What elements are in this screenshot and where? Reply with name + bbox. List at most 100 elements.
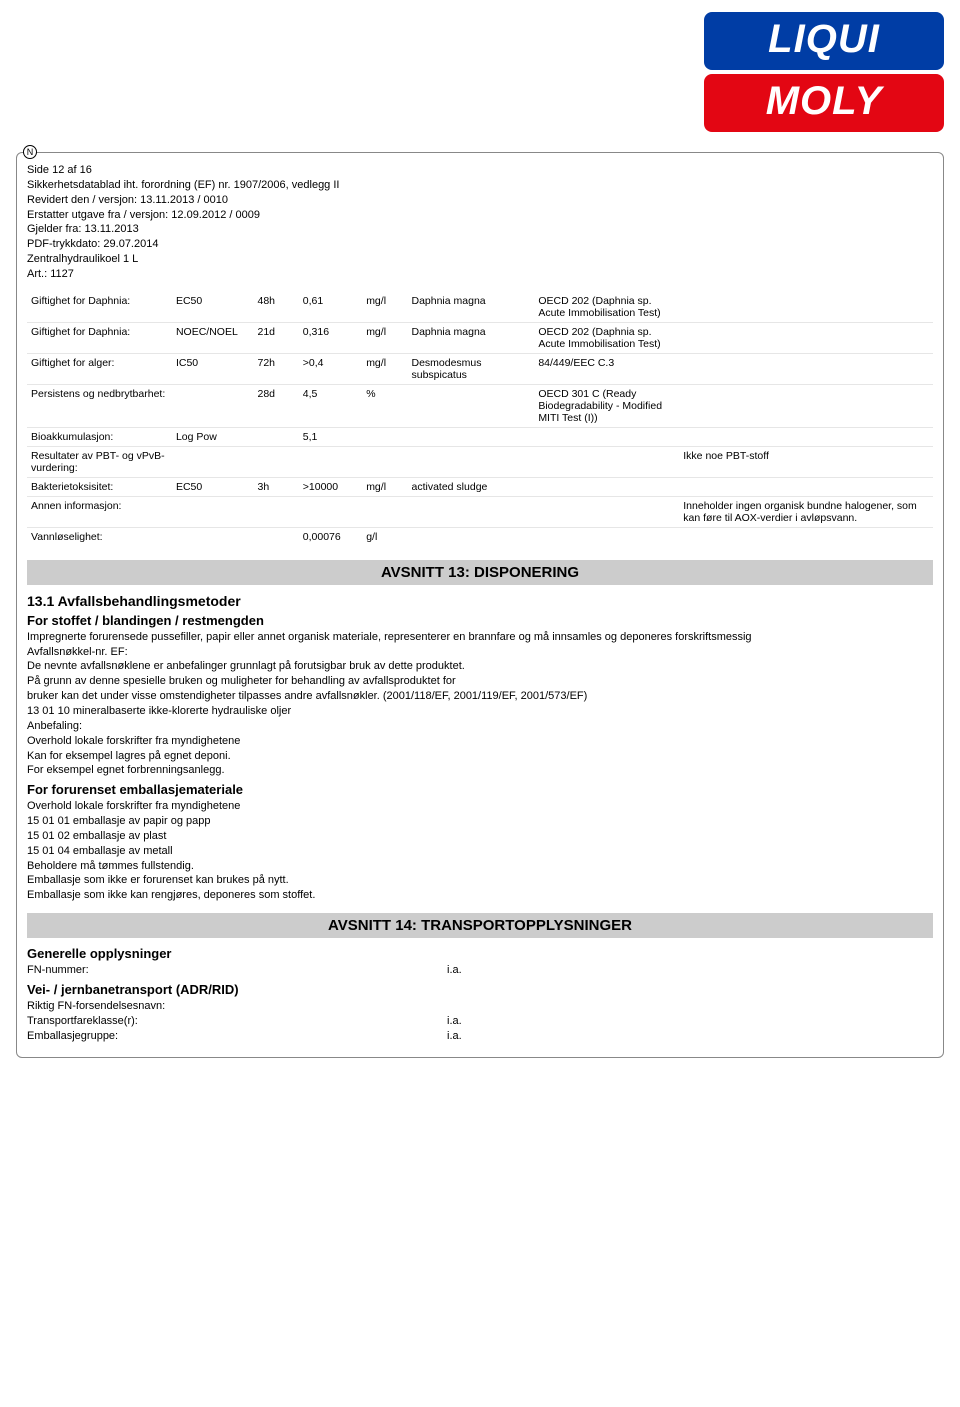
table-cell: 84/449/EEC C.3 bbox=[534, 353, 679, 384]
table-row: Giftighet for Daphnia:NOEC/NOEL21d0,316m… bbox=[27, 322, 933, 353]
norway-marker: N bbox=[23, 145, 37, 159]
para: For eksempel egnet forbrenningsanlegg. bbox=[27, 763, 933, 778]
transport-class-row: Transportfareklasse(r): i.a. bbox=[27, 1014, 933, 1029]
table-cell bbox=[534, 496, 679, 527]
art-line: Art.: 1127 bbox=[27, 267, 933, 282]
para: Overhold lokale forskrifter fra myndighe… bbox=[27, 734, 933, 749]
table-cell: 0,00076 bbox=[299, 527, 362, 546]
table-cell bbox=[253, 427, 298, 446]
table-cell bbox=[407, 496, 534, 527]
shipping-name-label: Riktig FN-forsendelsesnavn: bbox=[27, 999, 447, 1014]
table-cell: 0,61 bbox=[299, 292, 362, 323]
valid-from-line: Gjelder fra: 13.11.2013 bbox=[27, 222, 933, 237]
table-row: Giftighet for alger:IC5072h>0,4mg/lDesmo… bbox=[27, 353, 933, 384]
section-13-1-heading: 13.1 Avfallsbehandlingsmetoder bbox=[27, 593, 933, 609]
table-cell bbox=[362, 446, 407, 477]
table-row: Resultater av PBT- og vPvB-vurdering:Ikk… bbox=[27, 446, 933, 477]
table-cell: Giftighet for alger: bbox=[27, 353, 172, 384]
table-cell bbox=[253, 496, 298, 527]
logo-top-text: LIQUI bbox=[704, 12, 944, 70]
table-cell: EC50 bbox=[172, 292, 254, 323]
table-cell: mg/l bbox=[362, 292, 407, 323]
table-cell bbox=[679, 322, 933, 353]
table-row: Bakterietoksisitet:EC503h>10000mg/lactiv… bbox=[27, 477, 933, 496]
table-row: Persistens og nedbrytbarhet:28d4,5%OECD … bbox=[27, 384, 933, 427]
revised-line: Revidert den / versjon: 13.11.2013 / 001… bbox=[27, 193, 933, 208]
table-cell: OECD 202 (Daphnia sp. Acute Immobilisati… bbox=[534, 322, 679, 353]
table-cell bbox=[679, 292, 933, 323]
para: Emballasje som ikke kan rengjøres, depon… bbox=[27, 888, 933, 903]
table-cell bbox=[362, 496, 407, 527]
table-cell bbox=[679, 427, 933, 446]
table-cell: IC50 bbox=[172, 353, 254, 384]
table-cell: Log Pow bbox=[172, 427, 254, 446]
table-cell: Giftighet for Daphnia: bbox=[27, 322, 172, 353]
table-cell: Desmodesmus subspicatus bbox=[407, 353, 534, 384]
para: Impregnerte forurensede pussefiller, pap… bbox=[27, 630, 933, 645]
table-cell: g/l bbox=[362, 527, 407, 546]
replaces-line: Erstatter utgave fra / versjon: 12.09.20… bbox=[27, 208, 933, 223]
table-cell: Inneholder ingen organisk bundne halogen… bbox=[679, 496, 933, 527]
road-rail-heading: Vei- / jernbanetransport (ADR/RID) bbox=[27, 982, 933, 997]
logo-bottom-text: MOLY bbox=[704, 74, 944, 132]
table-cell bbox=[534, 446, 679, 477]
table-cell: % bbox=[362, 384, 407, 427]
table-cell: 5,1 bbox=[299, 427, 362, 446]
fn-number-row: FN-nummer: i.a. bbox=[27, 963, 933, 978]
transport-class-value: i.a. bbox=[447, 1014, 933, 1029]
table-cell bbox=[172, 446, 254, 477]
document-header: Side 12 af 16 Sikkerhetsdatablad iht. fo… bbox=[27, 163, 933, 282]
table-cell bbox=[534, 477, 679, 496]
table-cell: 28d bbox=[253, 384, 298, 427]
table-cell: 4,5 bbox=[299, 384, 362, 427]
table-cell: Daphnia magna bbox=[407, 322, 534, 353]
table-cell: Bakterietoksisitet: bbox=[27, 477, 172, 496]
shipping-name-row: Riktig FN-forsendelsesnavn: bbox=[27, 999, 933, 1014]
packaging-group-label: Emballasjegruppe: bbox=[27, 1029, 447, 1044]
page-number: Side 12 af 16 bbox=[27, 163, 933, 178]
table-cell bbox=[407, 384, 534, 427]
table-cell: 0,316 bbox=[299, 322, 362, 353]
para: Overhold lokale forskrifter fra myndighe… bbox=[27, 799, 933, 814]
table-cell: 48h bbox=[253, 292, 298, 323]
substance-heading: For stoffet / blandingen / restmengden bbox=[27, 613, 933, 628]
transport-class-label: Transportfareklasse(r): bbox=[27, 1014, 447, 1029]
toxicity-table: Giftighet for Daphnia:EC5048h0,61mg/lDap… bbox=[27, 292, 933, 546]
para: Kan for eksempel lagres på egnet deponi. bbox=[27, 749, 933, 764]
para: 15 01 04 emballasje av metall bbox=[27, 844, 933, 859]
product-line: Zentralhydraulikoel 1 L bbox=[27, 252, 933, 267]
para: 15 01 01 emballasje av papir og papp bbox=[27, 814, 933, 829]
table-cell bbox=[299, 496, 362, 527]
table-cell bbox=[253, 527, 298, 546]
table-cell bbox=[172, 496, 254, 527]
table-cell: >0,4 bbox=[299, 353, 362, 384]
para: På grunn av denne spesielle bruken og mu… bbox=[27, 674, 933, 689]
table-row: Annen informasjon: Inneholder ingen organ… bbox=[27, 496, 933, 527]
para: bruker kan det under visse omstendighete… bbox=[27, 689, 933, 704]
table-cell bbox=[679, 477, 933, 496]
table-cell: Persistens og nedbrytbarhet: bbox=[27, 384, 172, 427]
para: Avfallsnøkkel-nr. EF: bbox=[27, 645, 933, 660]
table-cell: 21d bbox=[253, 322, 298, 353]
table-cell: mg/l bbox=[362, 477, 407, 496]
table-cell bbox=[679, 527, 933, 546]
para: Emballasje som ikke er forurenset kan br… bbox=[27, 873, 933, 888]
para: Beholdere må tømmes fullstendig. bbox=[27, 859, 933, 874]
table-cell bbox=[534, 527, 679, 546]
fn-number-label: FN-nummer: bbox=[27, 963, 447, 978]
table-row: Bioakkumulasjon:Log Pow 5,1 bbox=[27, 427, 933, 446]
table-cell bbox=[172, 384, 254, 427]
section-13-body: Impregnerte forurensede pussefiller, pap… bbox=[27, 630, 933, 778]
packaging-heading: For forurenset emballasjemateriale bbox=[27, 782, 933, 797]
para: Anbefaling: bbox=[27, 719, 933, 734]
section-13-packaging-body: Overhold lokale forskrifter fra myndighe… bbox=[27, 799, 933, 903]
table-cell: activated sludge bbox=[407, 477, 534, 496]
table-cell bbox=[679, 384, 933, 427]
table-cell bbox=[679, 353, 933, 384]
doc-title: Sikkerhetsdatablad iht. forordning (EF) … bbox=[27, 178, 933, 193]
para: De nevnte avfallsnøklene er anbefalinger… bbox=[27, 659, 933, 674]
table-cell bbox=[534, 427, 679, 446]
table-cell: Annen informasjon: bbox=[27, 496, 172, 527]
table-cell: Bioakkumulasjon: bbox=[27, 427, 172, 446]
table-cell bbox=[299, 446, 362, 477]
